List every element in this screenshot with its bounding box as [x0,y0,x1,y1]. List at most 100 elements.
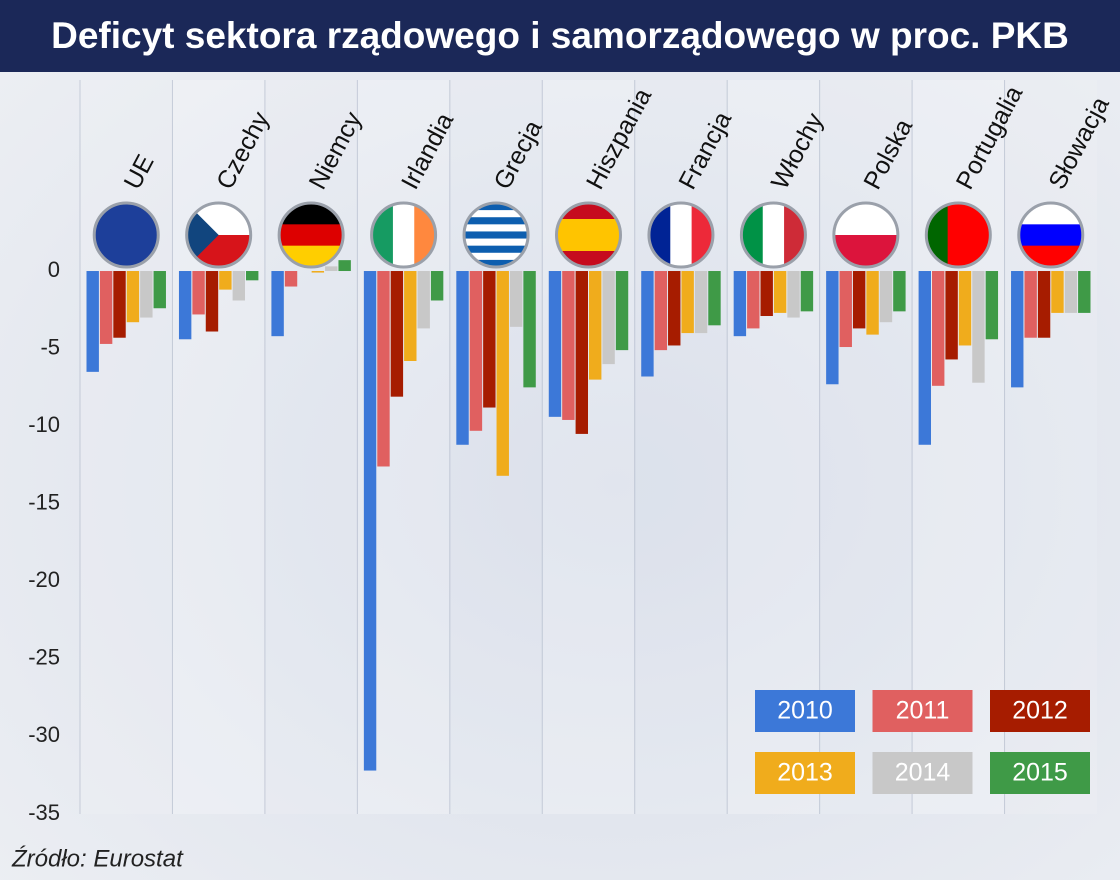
bar [192,271,205,315]
flag-stripe [1018,224,1083,247]
bar [602,271,615,365]
flag-triangle [186,203,219,267]
title-bar [0,0,1120,72]
bar [338,260,351,272]
flag-stripe [464,231,529,240]
legend-swatch [990,690,1090,732]
flag-stripe [556,235,621,252]
bar [972,271,985,383]
bar [496,271,509,476]
legend-label: 2013 [777,759,833,787]
bar [113,271,126,338]
column-bg [542,80,635,814]
bar [852,271,866,329]
bar [219,271,232,290]
flag-stripe [670,203,693,267]
bar [826,271,839,385]
bar [760,271,773,317]
bar [681,271,694,334]
flag-border [739,201,807,269]
bar [747,271,760,329]
bar [548,271,562,417]
bar [932,271,945,386]
legend-swatch [872,752,973,794]
flag-border [555,201,622,269]
bar [377,271,390,467]
bar [126,271,140,323]
source: Źródło: Eurostat [11,845,184,872]
column-bg [634,80,728,814]
bar [787,271,800,318]
flag-border [92,201,160,269]
bar [404,271,417,361]
flag-stripe [94,203,159,267]
bar [839,271,852,348]
bar [483,271,496,408]
y-tick-label: -10 [28,412,60,437]
legend-swatch [990,752,1090,794]
flag-stripe [464,259,529,267]
bar [456,271,469,445]
y-tick-label: 0 [48,257,60,282]
y-tick-label: -35 [28,800,60,825]
y-tick-label: -25 [28,645,60,670]
bar [232,271,245,301]
bar [668,271,681,346]
bar [773,271,787,313]
bar [86,271,99,372]
bar [430,271,444,301]
bar [469,271,483,431]
bar [958,271,972,346]
bar [523,271,536,388]
flag-border [462,201,530,269]
bar [694,271,708,334]
bar [866,271,879,335]
column-bg [172,80,265,814]
bar [311,271,325,273]
flag-stripe [392,203,415,267]
bar [945,271,958,360]
legend-label: 2010 [777,697,833,725]
column-bg [80,80,173,814]
bar [417,271,430,329]
flag-border [924,201,992,269]
bar [1011,271,1024,388]
bar [246,271,259,281]
flag-stripe [279,224,344,247]
flag-stripe [464,217,529,225]
flag [464,203,529,267]
bar [1064,271,1078,313]
bar [800,271,814,312]
bar [178,271,192,340]
flag [94,203,159,267]
y-tick-label: -30 [28,722,60,747]
bar [390,271,404,397]
flag-border [832,201,900,269]
bar [615,271,629,351]
flag-stripe [464,252,529,261]
bar [140,271,153,318]
bar [575,271,588,434]
bar [99,271,113,344]
bar [654,271,668,351]
flag-stripe [464,224,529,232]
y-tick-label: -5 [40,334,60,359]
flag-stripe [464,210,529,218]
bar [1078,271,1091,313]
legend-label: 2011 [896,697,950,725]
column-bg [264,80,358,814]
bar [985,271,999,340]
bar [918,271,931,445]
flag-stripe [464,238,529,247]
bar [589,271,602,380]
bar [733,271,747,337]
flag-border [277,201,345,269]
bar [205,271,219,332]
bar [325,266,338,272]
bar [271,271,284,337]
flag-stripe [464,203,529,211]
bar [893,271,906,312]
bar [641,271,654,377]
